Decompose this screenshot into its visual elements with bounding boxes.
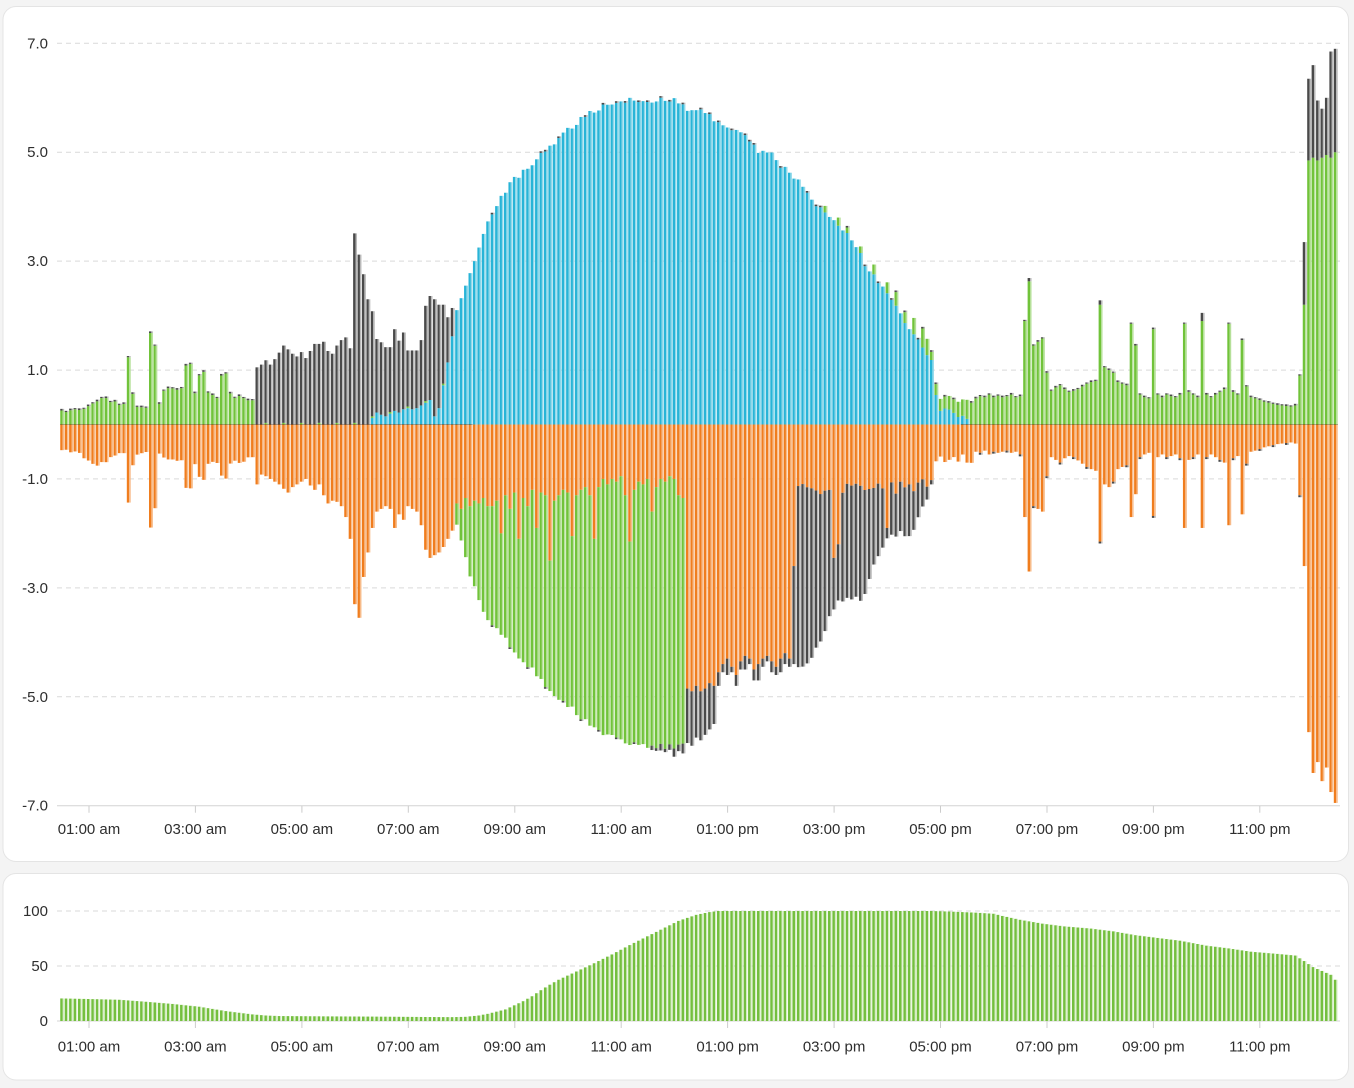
svg-text:11:00 am: 11:00 am	[590, 1039, 651, 1056]
svg-text:11:00 pm: 11:00 pm	[1229, 821, 1290, 838]
svg-text:09:00 am: 09:00 am	[484, 1039, 547, 1056]
svg-text:09:00 pm: 09:00 pm	[1122, 1039, 1185, 1056]
svg-text:05:00 pm: 05:00 pm	[909, 1039, 972, 1056]
svg-text:01:00 am: 01:00 am	[58, 821, 121, 838]
svg-text:07:00 am: 07:00 am	[377, 821, 440, 838]
svg-text:07:00 pm: 07:00 pm	[1016, 1039, 1079, 1056]
svg-text:11:00 pm: 11:00 pm	[1229, 1039, 1290, 1056]
svg-text:07:00 pm: 07:00 pm	[1016, 821, 1079, 838]
svg-text:09:00 am: 09:00 am	[484, 821, 547, 838]
svg-text:-3.0: -3.0	[22, 580, 48, 597]
svg-text:11:00 am: 11:00 am	[590, 821, 651, 838]
svg-text:01:00 pm: 01:00 pm	[696, 1039, 759, 1056]
svg-text:05:00 am: 05:00 am	[271, 821, 334, 838]
svg-text:03:00 am: 03:00 am	[164, 821, 227, 838]
svg-text:03:00 pm: 03:00 pm	[803, 1039, 866, 1056]
svg-text:01:00 am: 01:00 am	[58, 1039, 121, 1056]
svg-text:0: 0	[40, 1013, 48, 1030]
svg-text:09:00 pm: 09:00 pm	[1122, 821, 1185, 838]
svg-text:5.0: 5.0	[27, 144, 48, 161]
svg-text:-7.0: -7.0	[22, 798, 48, 815]
svg-text:03:00 pm: 03:00 pm	[803, 821, 866, 838]
svg-text:50: 50	[31, 958, 48, 975]
svg-text:03:00 am: 03:00 am	[164, 1039, 227, 1056]
svg-text:01:00 pm: 01:00 pm	[696, 821, 759, 838]
svg-text:1.0: 1.0	[27, 362, 48, 379]
svg-text:7.0: 7.0	[27, 35, 48, 52]
svg-text:05:00 am: 05:00 am	[271, 1039, 334, 1056]
svg-text:05:00 pm: 05:00 pm	[909, 821, 972, 838]
svg-text:07:00 am: 07:00 am	[377, 1039, 440, 1056]
svg-text:-1.0: -1.0	[22, 471, 48, 488]
svg-text:-5.0: -5.0	[22, 689, 48, 706]
svg-text:3.0: 3.0	[27, 253, 48, 270]
svg-text:100: 100	[23, 903, 48, 920]
